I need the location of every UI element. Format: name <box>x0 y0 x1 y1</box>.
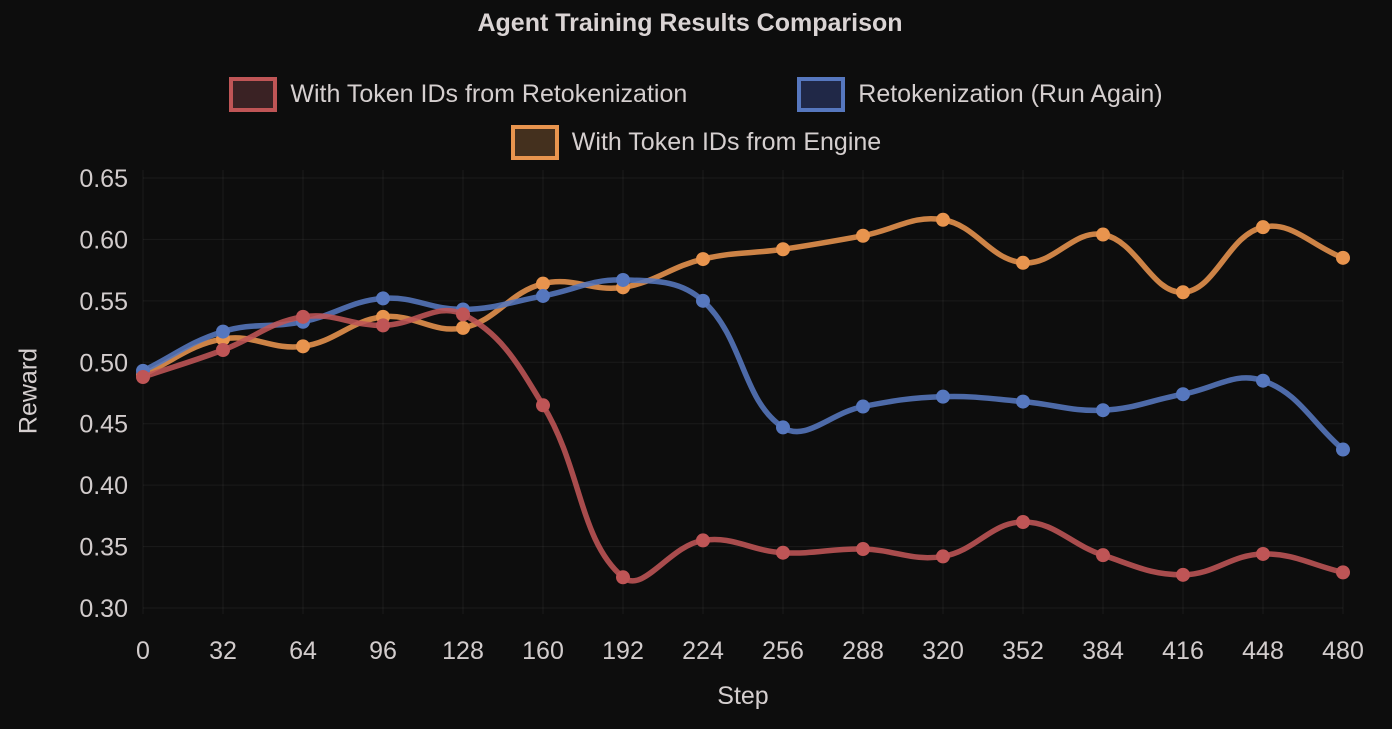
x-tick-label: 0 <box>136 637 150 665</box>
x-tick-label: 480 <box>1322 637 1364 665</box>
x-tick-label: 416 <box>1162 637 1204 665</box>
data-point <box>216 324 230 339</box>
series-line <box>140 216 1346 378</box>
data-point <box>696 293 710 308</box>
y-tick-label: 0.40 <box>79 472 128 500</box>
data-point <box>936 212 950 227</box>
data-point <box>1176 567 1190 582</box>
data-point <box>856 542 870 557</box>
x-tick-label: 256 <box>762 637 804 665</box>
x-tick-label: 128 <box>442 637 484 665</box>
data-point <box>616 570 630 585</box>
x-tick-label: 224 <box>682 637 724 665</box>
legend-item[interactable]: With Token IDs from Retokenization <box>229 73 687 116</box>
x-tick-label: 192 <box>602 637 644 665</box>
axis-tick-labels: 0.30 0.35 0.40 0.45 0.50 0.55 0.60 0.65 0 32 64 96 1… <box>79 165 1364 665</box>
data-point <box>696 533 710 548</box>
data-point <box>1096 548 1110 563</box>
data-point <box>1176 387 1190 402</box>
series-1 <box>136 272 1350 457</box>
x-tick-label: 288 <box>842 637 884 665</box>
x-tick-label: 448 <box>1242 637 1284 665</box>
data-point <box>776 420 790 435</box>
data-point <box>1096 227 1110 242</box>
legend-row: With Token IDs from Engine <box>510 121 882 164</box>
data-point <box>696 252 710 267</box>
y-tick-label: 0.65 <box>79 165 128 193</box>
legend-label: With Token IDs from Engine <box>571 128 882 156</box>
data-point <box>1336 565 1350 580</box>
y-tick-label: 0.50 <box>79 349 128 377</box>
x-tick-label: 96 <box>369 637 397 665</box>
series-2 <box>136 212 1350 382</box>
data-point <box>936 549 950 564</box>
data-point <box>776 242 790 257</box>
data-point <box>856 399 870 414</box>
legend-item[interactable]: With Token IDs from Engine <box>510 121 882 164</box>
series-line <box>140 277 1346 453</box>
series-line <box>140 307 1346 584</box>
data-point <box>136 370 150 385</box>
y-tick-label: 0.45 <box>79 411 128 439</box>
data-point <box>296 339 310 354</box>
data-point <box>456 307 470 322</box>
data-point <box>216 343 230 357</box>
x-tick-label: 352 <box>1002 637 1044 665</box>
chart-title: Agent Training Results Comparison <box>477 9 903 37</box>
data-point <box>536 276 550 291</box>
gridlines <box>142 170 1344 614</box>
x-axis-title: Step <box>717 682 769 710</box>
legend-item[interactable]: Retokenization (Run Again) <box>797 73 1163 116</box>
y-axis-title: Reward <box>14 347 43 435</box>
x-tick-label: 32 <box>209 637 237 665</box>
legend-label: With Token IDs from Retokenization <box>290 80 688 108</box>
data-point <box>1336 250 1350 265</box>
data-point <box>1016 515 1030 529</box>
y-tick-label: 0.55 <box>79 288 128 316</box>
data-point <box>616 272 630 287</box>
y-tick-label: 0.35 <box>79 534 128 562</box>
data-point <box>1256 220 1270 235</box>
legend-swatch-icon <box>797 77 846 112</box>
legend-row: With Token IDs from Retokenization Retoke… <box>229 73 1163 116</box>
series-0 <box>136 307 1350 585</box>
legend-swatch-icon <box>229 77 278 112</box>
data-point <box>1096 403 1110 418</box>
data-point <box>1016 255 1030 270</box>
data-point <box>1016 394 1030 409</box>
legend-label: Retokenization (Run Again) <box>858 80 1163 108</box>
x-tick-label: 320 <box>922 637 964 665</box>
data-point <box>1176 285 1190 300</box>
data-point <box>1336 442 1350 457</box>
x-tick-label: 160 <box>522 637 564 665</box>
legend-swatch-icon <box>510 125 559 160</box>
data-point <box>856 228 870 243</box>
data-point <box>1256 546 1270 561</box>
data-point <box>1256 373 1270 388</box>
data-point <box>536 398 550 413</box>
chart-legend: With Token IDs from Retokenization Retoke… <box>0 73 1392 164</box>
data-point <box>376 318 390 333</box>
data-point <box>536 288 550 303</box>
y-tick-label: 0.30 <box>79 595 128 623</box>
data-point <box>456 320 470 335</box>
data-point <box>936 389 950 404</box>
y-tick-label: 0.60 <box>79 226 128 254</box>
data-point <box>376 291 390 306</box>
data-point <box>296 309 310 324</box>
data-point <box>776 545 790 560</box>
x-tick-label: 64 <box>289 637 317 665</box>
x-tick-label: 384 <box>1082 637 1124 665</box>
